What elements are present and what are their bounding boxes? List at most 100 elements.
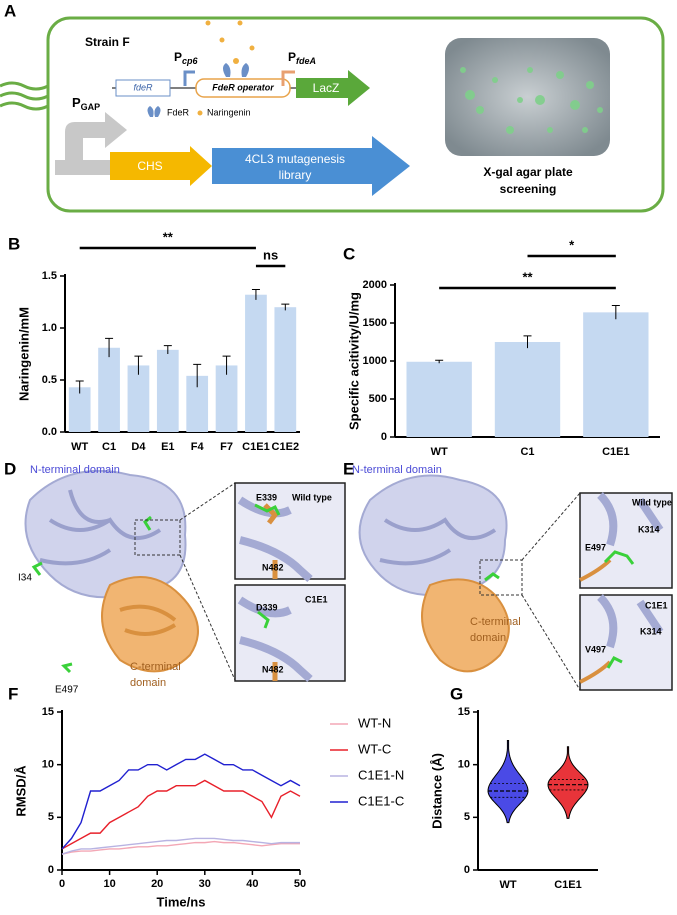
promoter-label: PGAP: [72, 95, 100, 112]
y-tick-label: 5: [464, 811, 470, 823]
x-tick-label: F4: [191, 441, 205, 453]
promoter-sub: fdeA: [296, 56, 316, 66]
x-tick-label: C1: [520, 446, 534, 458]
x-tick-label: 30: [199, 878, 211, 890]
x-tick-label: C1E1: [554, 879, 582, 891]
plate-caption: X-gal agar plate: [483, 165, 573, 179]
bar: [274, 307, 297, 432]
legend-label: C1E1-N: [358, 767, 404, 782]
residue-label: E497: [55, 685, 79, 696]
bar: [215, 365, 238, 432]
error-bar: [435, 359, 444, 364]
x-axis-label: Time/ns: [157, 894, 206, 909]
residue-label: K314: [640, 626, 662, 636]
flagella: [0, 81, 49, 111]
variant-label: Wild type: [632, 497, 672, 507]
promoter-sub: cp6: [182, 56, 199, 66]
residue-label: N482: [262, 664, 284, 674]
panel-label: G: [450, 684, 463, 703]
dna-segment: [55, 160, 115, 175]
inset: [579, 492, 673, 691]
panel-label: C: [343, 244, 355, 263]
legend-icon: [197, 110, 203, 116]
legend-icon: [147, 106, 161, 117]
y-tick-label: 1.0: [42, 322, 57, 334]
gene-arrow: [110, 146, 212, 186]
inset: [234, 482, 346, 682]
gene-name: library: [279, 168, 312, 182]
legend-text: Naringenin: [207, 107, 251, 117]
y-tick-label: 0.5: [42, 374, 57, 386]
bar: [186, 375, 209, 432]
residue-label: N482: [262, 562, 284, 572]
significance-label: *: [569, 237, 575, 252]
error-bar: [134, 355, 143, 375]
variant-label: Wild type: [292, 492, 332, 502]
gene-name: 4CL3 mutagenesis: [245, 152, 345, 166]
y-tick-label: 10: [458, 759, 470, 771]
domain-label: N-terminal domain: [352, 464, 442, 476]
y-tick-label: 2000: [363, 279, 387, 291]
gene-box: [115, 79, 171, 97]
promoter-arrow: [281, 70, 295, 86]
x-tick-label: C1: [102, 441, 116, 453]
line-series: [61, 840, 300, 855]
x-tick-label: 40: [246, 878, 258, 890]
bar: [245, 294, 267, 432]
panel-label: D: [4, 459, 16, 478]
significance-label: **: [163, 229, 174, 244]
domain-label: domain: [130, 677, 166, 689]
zoom-line: [521, 492, 581, 691]
x-tick-label: C1E2: [272, 441, 300, 453]
strain-name: Strain F: [85, 35, 130, 49]
promoter-main: P: [288, 50, 296, 64]
panel-label: B: [8, 234, 20, 253]
y-tick-label: 1000: [363, 355, 387, 367]
gene-arrow: [296, 70, 370, 106]
error-bar: [163, 345, 172, 354]
y-tick-label: 0: [48, 864, 54, 876]
x-tick-label: C1E1: [602, 446, 630, 458]
error-bar: [611, 305, 620, 320]
legend-text: FdeR: [167, 107, 190, 117]
colonies: [460, 67, 603, 134]
y-tick-label: 5: [48, 811, 54, 823]
x-tick-label: E1: [161, 441, 174, 453]
bar: [98, 347, 120, 432]
x-tick-label: C1E1: [242, 441, 270, 453]
y-axis-label: RMSD/Å: [13, 765, 28, 817]
y-tick-label: 0: [464, 864, 470, 876]
x-tick-label: F7: [220, 441, 233, 453]
y-tick-label: 10: [42, 759, 54, 771]
y-tick-label: 15: [458, 706, 470, 718]
y-tick-label: 1.5: [42, 270, 57, 282]
significance-label: **: [522, 269, 533, 284]
promoter-label: Pcp6: [174, 50, 199, 66]
bar: [494, 342, 561, 437]
error-bar: [105, 337, 114, 358]
zoom-box: [479, 559, 523, 596]
promoter-sub: GAP: [81, 102, 101, 112]
bar: [127, 365, 150, 432]
residue-label: E497: [585, 542, 606, 552]
line-series: [61, 779, 301, 850]
promoter-arrow: [65, 112, 127, 168]
bar: [406, 361, 472, 437]
x-tick-label: 10: [103, 878, 115, 890]
error-bar: [523, 335, 532, 349]
bar: [583, 312, 649, 437]
residue-label: I34: [18, 573, 32, 584]
y-tick-label: 0: [381, 431, 387, 443]
operator-name: FdeR operator: [212, 82, 274, 92]
panel-label: E: [343, 459, 354, 478]
residue-label: D339: [256, 602, 278, 612]
error-bar: [222, 355, 231, 375]
zoom-box: [134, 519, 181, 556]
gene-name: LacZ: [313, 81, 340, 95]
residue-label: V497: [585, 644, 606, 654]
x-tick-label: 50: [294, 878, 306, 890]
domain-label: C-terminal: [470, 616, 521, 628]
x-tick-label: WT: [499, 879, 516, 891]
repressor-icon: [205, 20, 255, 77]
gene-arrow: [212, 136, 410, 196]
